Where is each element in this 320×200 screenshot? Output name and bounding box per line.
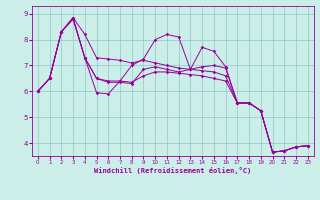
X-axis label: Windchill (Refroidissement éolien,°C): Windchill (Refroidissement éolien,°C) <box>94 167 252 174</box>
